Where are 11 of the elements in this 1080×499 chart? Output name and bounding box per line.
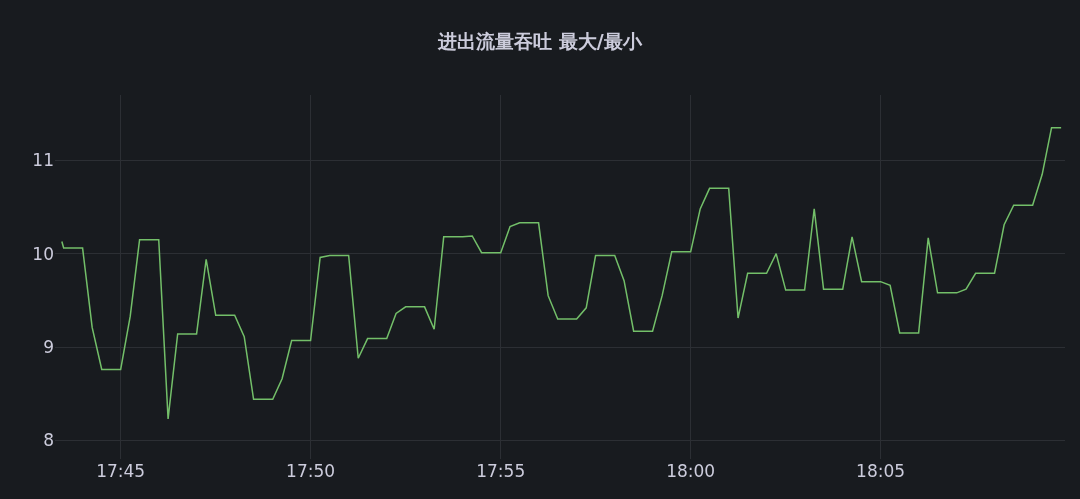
x-tick-label: 17:50 — [286, 461, 336, 481]
y-tick-label: 10 — [32, 243, 54, 264]
chart-title: 进出流量吞吐 最大/最小 — [437, 30, 643, 53]
x-tick-label: 18:05 — [856, 461, 906, 481]
x-tick-label: 17:45 — [96, 461, 146, 481]
y-tick-label: 8 — [43, 430, 54, 451]
y-tick-label: 11 — [32, 150, 54, 171]
x-tick-label: 18:00 — [666, 461, 716, 481]
x-tick-label: 17:55 — [476, 461, 526, 481]
y-tick-label: 9 — [43, 336, 54, 357]
line-series — [61, 126, 1062, 420]
